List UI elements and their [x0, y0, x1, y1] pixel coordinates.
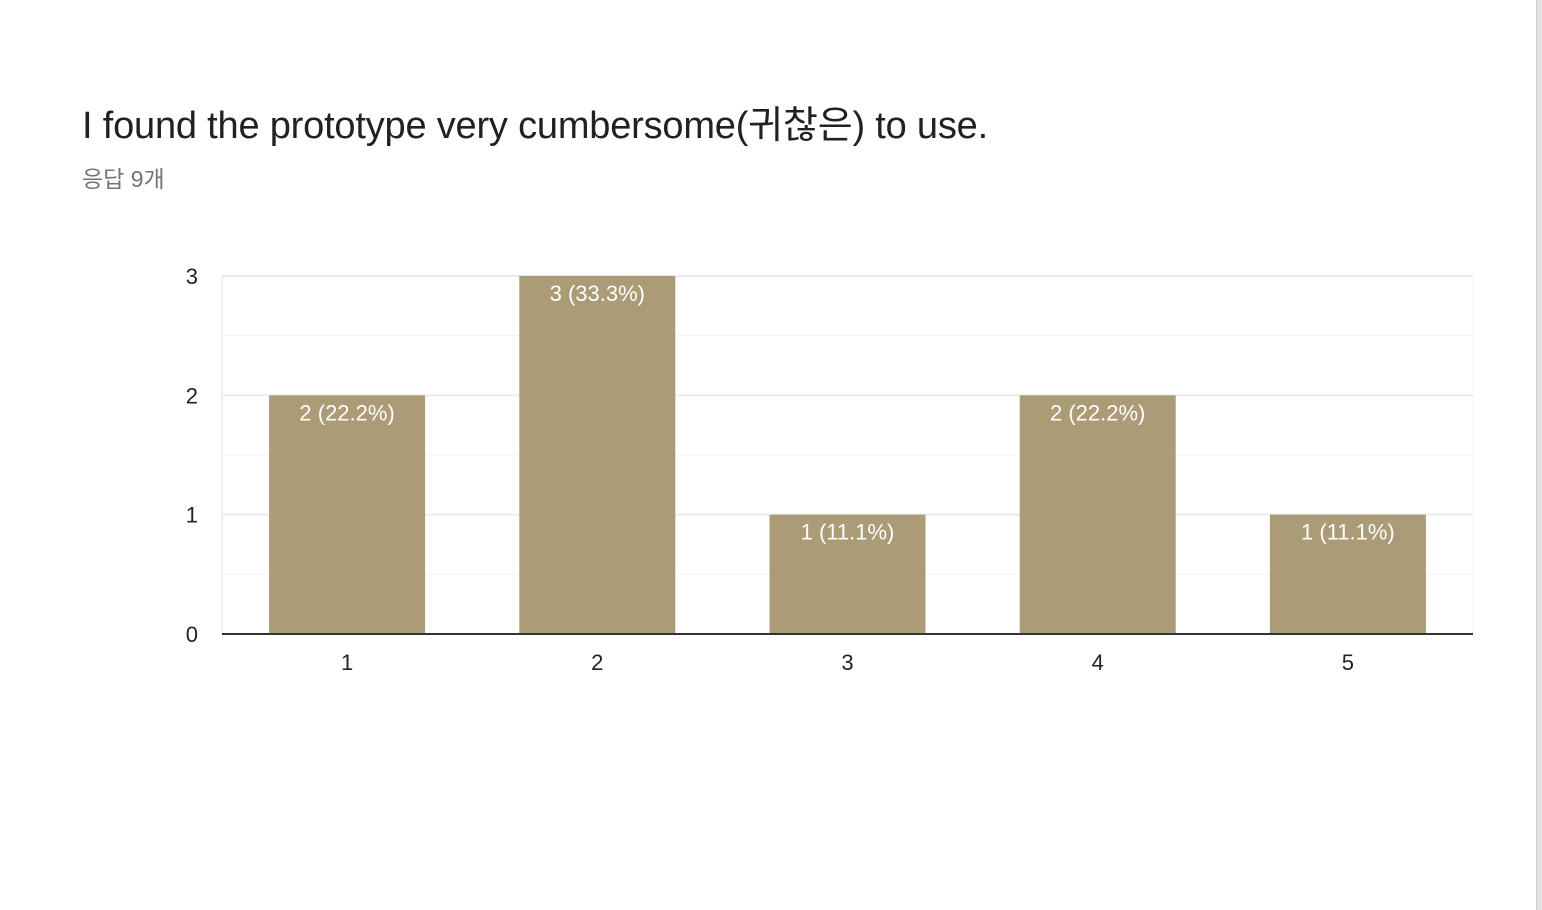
response-count: 응답 9개 — [82, 166, 165, 192]
bar-data-label: 2 (22.2%) — [1050, 400, 1145, 425]
bar-2 — [519, 276, 676, 634]
bar-5 — [1269, 514, 1426, 634]
x-tick-label: 3 — [841, 650, 853, 675]
x-tick-label: 2 — [591, 650, 603, 675]
bar-1 — [269, 395, 426, 634]
chart-axes: 0 1 2 3 1 2 3 4 5 — [186, 264, 1473, 675]
y-tick-label: 3 — [186, 264, 198, 289]
chart-data-labels: 2 (22.2%) 3 (33.3%) 1 (11.1%) 2 (22.2%) 1 (1… — [299, 281, 1394, 545]
x-tick-label: 5 — [1342, 650, 1354, 675]
x-tick-label: 4 — [1092, 650, 1104, 675]
chart-bars — [269, 276, 1426, 634]
bar-data-label: 1 (11.1%) — [1301, 520, 1395, 545]
y-tick-label: 1 — [186, 503, 198, 528]
bar-data-label: 1 (11.1%) — [801, 520, 895, 545]
bar-data-label: 3 (33.3%) — [550, 281, 645, 306]
bar-4 — [1019, 395, 1176, 634]
bar-3 — [769, 514, 926, 634]
bar-data-label: 2 (22.2%) — [299, 400, 394, 425]
y-tick-label: 0 — [186, 622, 198, 647]
question-title: I found the prototype very cumbersome(귀찮… — [82, 105, 988, 147]
x-tick-label: 1 — [341, 650, 353, 675]
page-edge-scrollbar — [1536, 0, 1542, 910]
chart-gridlines — [221, 275, 1474, 634]
y-tick-label: 2 — [186, 383, 198, 408]
